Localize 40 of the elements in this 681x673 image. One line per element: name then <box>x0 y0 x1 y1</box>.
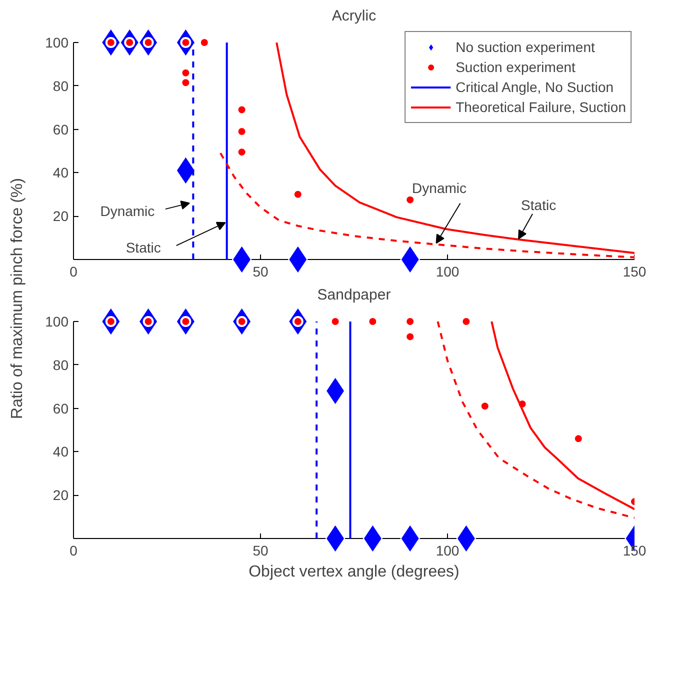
y-tick-label: 40 <box>52 444 69 460</box>
point <box>400 524 420 552</box>
x-axis-title: Object vertex angle (degrees) <box>248 564 460 580</box>
line-series <box>436 320 634 519</box>
y-tick-label: 60 <box>52 400 69 416</box>
annotation: Dynamic <box>412 180 467 196</box>
y-tick-label: 80 <box>52 356 69 373</box>
y-tick-label: 60 <box>52 121 69 138</box>
point <box>232 244 252 272</box>
legend-label: Suction experiment <box>456 59 576 75</box>
x-tick-label: 100 <box>436 264 460 280</box>
legend-label: Theoretical Failure, Suction <box>456 99 626 115</box>
line-series <box>276 42 634 254</box>
legend-label: Critical Angle, No Suction <box>456 79 614 95</box>
legend-label: No suction experiment <box>456 39 595 55</box>
point <box>325 524 346 552</box>
point <box>362 524 383 552</box>
x-tick-label: 150 <box>622 264 646 280</box>
line-series <box>219 152 634 258</box>
chart-title: Acrylic <box>332 8 377 24</box>
x-tick-label: 150 <box>622 542 646 558</box>
x-tick-label: 100 <box>436 542 460 558</box>
y-tick-label: 20 <box>52 487 69 504</box>
y-tick-label: 40 <box>52 164 69 181</box>
line-series <box>490 320 634 510</box>
x-tick-label: 0 <box>70 542 78 558</box>
point <box>288 244 308 272</box>
x-tick-label: 50 <box>252 542 268 558</box>
y-tick-label: 100 <box>45 314 69 330</box>
x-tick-label: 50 <box>252 264 268 280</box>
y-tick-label: 80 <box>52 78 69 94</box>
annotation: Static <box>126 240 161 256</box>
y-tick-label: 20 <box>52 208 69 224</box>
y-axis-title: Ratio of maximum pinch force (%) <box>8 178 26 419</box>
chart-title: Sandpaper <box>317 286 391 304</box>
annotation: Static <box>521 196 556 213</box>
annotation: Dynamic <box>100 203 155 220</box>
x-tick-label: 0 <box>70 264 78 280</box>
y-tick-label: 100 <box>45 34 69 51</box>
point <box>400 244 420 272</box>
